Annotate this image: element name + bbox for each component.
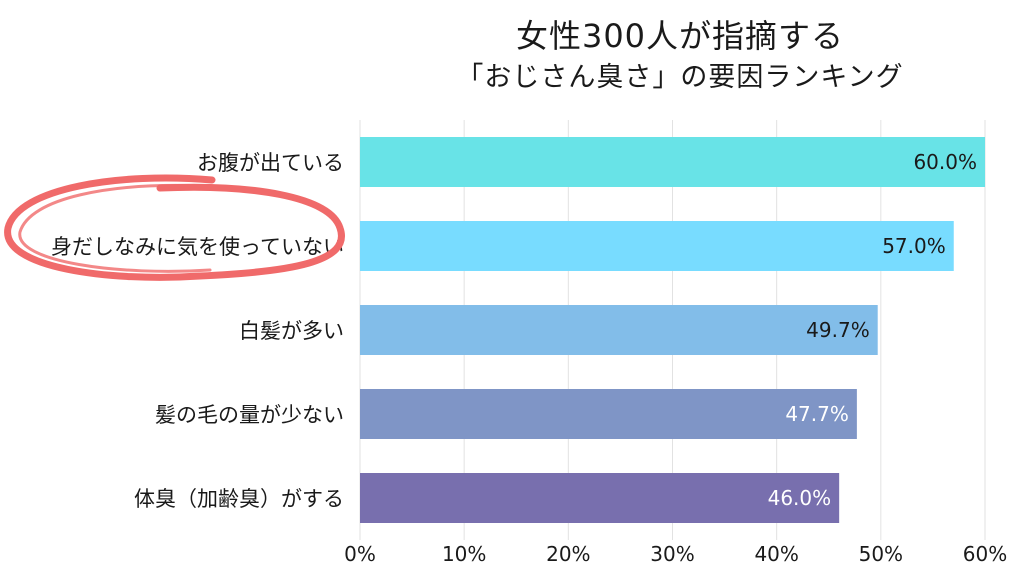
category-label: 髪の毛の量が少ない	[155, 403, 344, 427]
bar	[360, 473, 840, 523]
bar-value-label: 60.0%	[913, 150, 977, 174]
category-label: 身だしなみに気を使っていない	[51, 235, 344, 259]
x-tick-label: 50%	[859, 542, 903, 566]
category-label: 体臭（加齢臭）がする	[134, 487, 344, 511]
bar	[360, 221, 954, 271]
value-labels: 60.0% 57.0% 49.7% 47.7% 46.0%	[768, 150, 977, 510]
highlight-ellipse-stroke	[18, 183, 212, 273]
x-tick-label: 0%	[344, 542, 376, 566]
bar	[360, 137, 985, 187]
x-tick-label: 10%	[442, 542, 486, 566]
chart-title: 女性300人が指摘する	[515, 17, 845, 55]
category-label: お腹が出ている	[197, 151, 344, 175]
bar-value-label: 47.7%	[785, 402, 849, 426]
highlight-ellipse	[4, 174, 345, 281]
bar-value-label: 49.7%	[806, 318, 870, 342]
bar	[360, 389, 857, 439]
x-tick-label: 30%	[650, 542, 694, 566]
x-axis-ticks: 0% 10% 20% 30% 40% 50% 60%	[344, 542, 1007, 566]
highlight-annotation	[4, 174, 345, 281]
bars	[360, 137, 985, 523]
x-tick-label: 20%	[546, 542, 590, 566]
x-tick-label: 60%	[963, 542, 1007, 566]
bar-value-label: 57.0%	[882, 234, 946, 258]
category-labels: お腹が出ている身だしなみに気を使っていない白髪が多い髪の毛の量が少ない体臭（加齢…	[51, 151, 344, 511]
bar-value-label: 46.0%	[768, 486, 832, 510]
chart-subtitle: 「おじさん臭さ」の要因ランキング	[456, 62, 904, 93]
bar	[360, 305, 878, 355]
category-label: 白髪が多い	[239, 319, 344, 343]
x-tick-label: 40%	[754, 542, 798, 566]
chart-title-block: 女性300人が指摘する 「おじさん臭さ」の要因ランキング	[360, 14, 1000, 98]
